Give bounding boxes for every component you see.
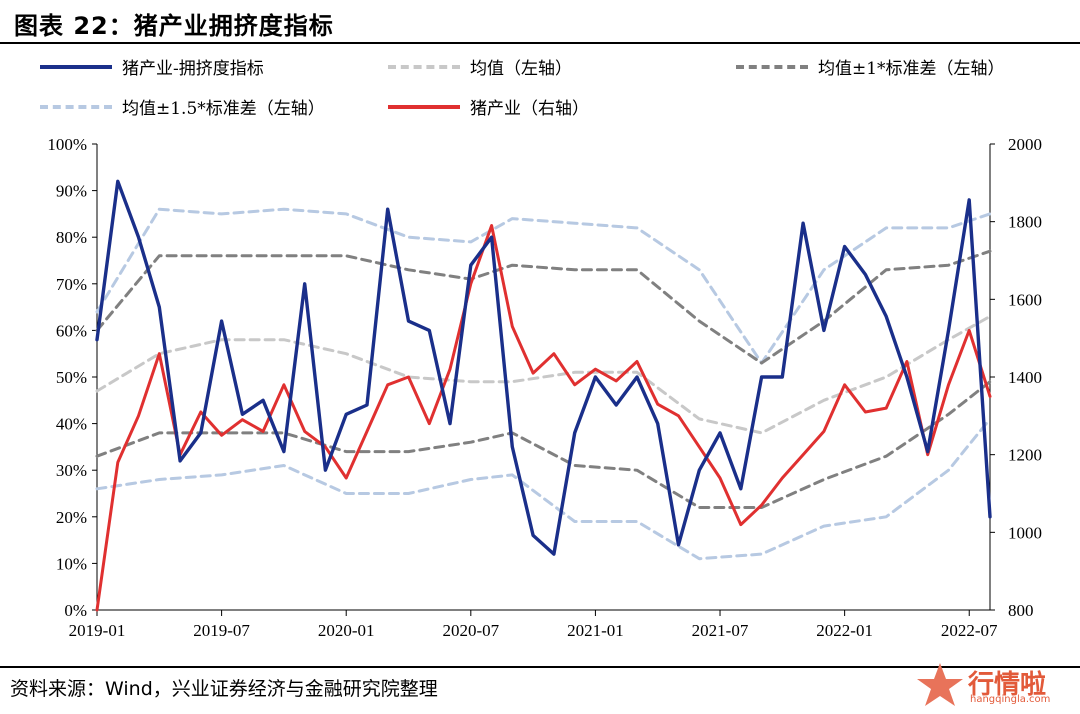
source-note: 资料来源：Wind，兴业证券经济与金融研究院整理 [10,678,438,700]
legend-item-pig: 猪产业（右轴） [388,94,589,119]
x-tick-label: 2021-07 [692,621,749,640]
y-right-tick-label: 1400 [1008,368,1042,387]
y-left-tick-label: 100% [47,135,87,154]
y-left-tick-label: 10% [56,554,87,573]
chart-svg: 0% 10% 20% 30% 40% 50% 60% 70% 80% 90% 100% 800 1000… [47,135,1042,640]
legend-swatch-band15 [40,104,112,109]
y-left-tick-label: 90% [56,182,87,201]
x-tick-label: 2020-07 [442,621,499,640]
series-line-pig [95,224,992,612]
series-line-band1-lower [95,380,992,509]
legend-item-crowding: 猪产业-拥挤度指标 [40,54,264,79]
x-tick-label: 2019-01 [69,621,126,640]
series-line-crowding [95,179,992,556]
y-left-tick-label: 80% [56,228,87,247]
legend-item-band1: 均值±1*标准差（左轴） [736,54,1005,79]
watermark-logo: 行情啦 hangqingla.com [912,660,1072,710]
legend-label-pig: 猪产业（右轴） [470,99,589,119]
x-tick-label: 2022-01 [816,621,873,640]
y-right-tick-label: 1600 [1008,290,1042,309]
y-right-tick-label: 1200 [1008,446,1042,465]
x-tick-label: 2021-01 [567,621,624,640]
y-left-tick-label: 30% [56,461,87,480]
source-rule [0,666,1080,668]
legend-label-band1: 均值±1*标准差（左轴） [818,59,1005,79]
y-left-tick-label: 20% [56,508,87,527]
x-tick-label: 2022-07 [941,621,998,640]
legend-label-mean: 均值（左轴） [470,59,572,79]
series-line-band15-upper [95,207,992,365]
x-tick-label: 2019-07 [193,621,250,640]
legend-item-mean: 均值（左轴） [388,54,572,79]
legend-swatch-band1 [736,64,808,69]
y-left-tick-label: 40% [56,415,87,434]
y-left-tick-label: 50% [56,368,87,387]
title-rule [0,42,1080,44]
legend-swatch-mean [388,64,460,69]
legend-label-crowding: 猪产业-拥挤度指标 [122,59,264,79]
y-left-tick-label: 60% [56,321,87,340]
chart-title: 图表 22：猪产业拥挤度指标 [14,12,334,40]
chart-legend: 猪产业-拥挤度指标 均值（左轴） 均值±1*标准差（左轴） 均值±1.5*标准差… [0,52,1080,128]
watermark-text: 行情啦 [968,670,1047,700]
y-left-tick-label: 0% [64,601,87,620]
y-left-tick-label: 70% [56,275,87,294]
y-right-tick-label: 1800 [1008,213,1042,232]
series-line-band1-upper [95,249,992,365]
series-line-band15-lower [95,417,992,561]
y-right-tick-label: 2000 [1008,135,1042,154]
legend-swatch-crowding [40,64,112,69]
star-icon [917,663,963,706]
series-line-mean [95,314,992,435]
plot-area: 0% 10% 20% 30% 40% 50% 60% 70% 80% 90% 100% 800 1000… [0,128,1080,658]
y-right-tick-label: 800 [1008,601,1034,620]
legend-label-band15: 均值±1.5*标准差（左轴） [122,99,325,119]
legend-swatch-pig [388,104,460,109]
x-tick-label: 2020-01 [318,621,375,640]
y-right-tick-label: 1000 [1008,523,1042,542]
legend-item-band15: 均值±1.5*标准差（左轴） [40,94,325,119]
watermark-sub: hangqingla.com [970,694,1051,705]
